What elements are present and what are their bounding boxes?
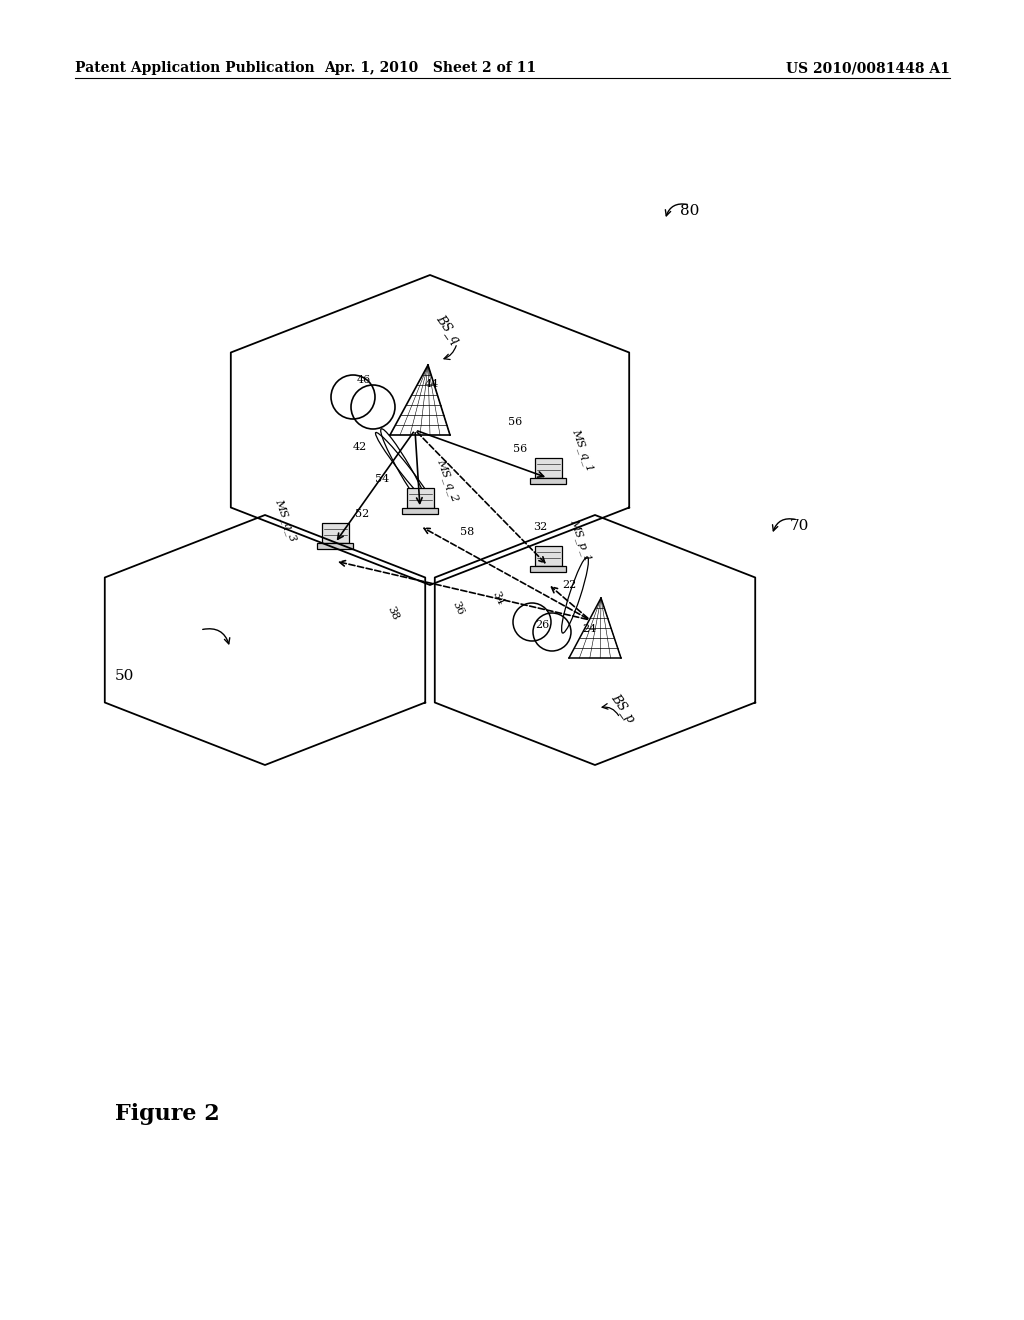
Text: Patent Application Publication: Patent Application Publication [75,61,314,75]
Text: 80: 80 [680,205,699,218]
Text: 58: 58 [460,527,474,537]
Bar [407,488,433,508]
Bar [535,546,561,566]
Text: 34: 34 [490,590,505,607]
Text: 52: 52 [355,510,370,519]
Text: 36: 36 [450,599,465,616]
Text: 26: 26 [535,620,549,630]
Text: 70: 70 [790,519,809,533]
Text: 44: 44 [425,379,439,389]
Text: MS_q_2: MS_q_2 [435,457,461,503]
Text: 50: 50 [115,669,134,682]
Text: 56: 56 [508,417,522,426]
Text: 38: 38 [385,605,400,622]
Text: 22: 22 [562,579,577,590]
Bar [322,523,348,543]
Text: Figure 2: Figure 2 [115,1104,220,1125]
Text: BS_p: BS_p [608,692,637,725]
Text: MS_q_1: MS_q_1 [570,428,595,473]
Text: 32: 32 [534,521,547,532]
Text: 54: 54 [375,474,389,484]
Text: US 2010/0081448 A1: US 2010/0081448 A1 [786,61,950,75]
Bar [402,508,437,515]
Text: 46: 46 [357,375,372,385]
Text: 56: 56 [513,444,527,454]
Text: 42: 42 [353,442,368,451]
Text: MS_p_1: MS_p_1 [568,517,593,562]
Bar [530,478,565,484]
Bar [317,543,352,549]
Text: Apr. 1, 2010   Sheet 2 of 11: Apr. 1, 2010 Sheet 2 of 11 [324,61,536,75]
Text: 24: 24 [582,624,596,634]
Text: BS_q: BS_q [433,313,462,346]
Bar [535,458,561,478]
Bar [530,566,565,573]
Text: MS_q_3: MS_q_3 [273,498,298,543]
